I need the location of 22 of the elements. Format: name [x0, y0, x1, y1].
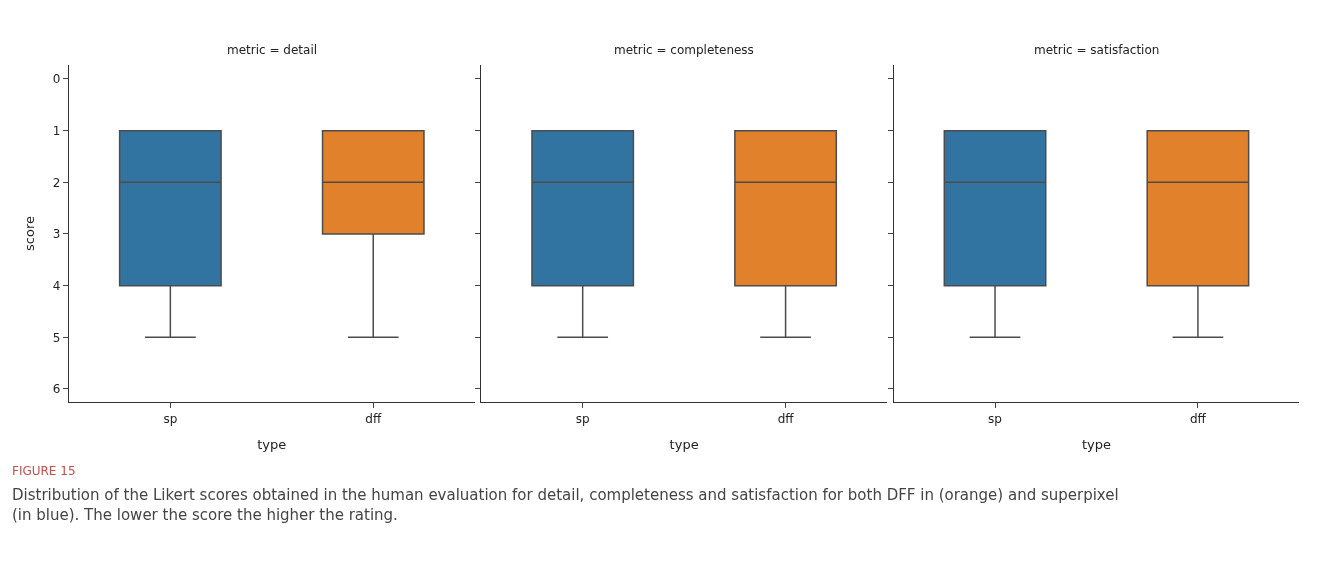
- y-tick-label: 5: [52, 330, 61, 345]
- y-axis-title: score: [21, 215, 37, 251]
- chart-title: metric = detail: [227, 43, 318, 57]
- y-tick-label: 3: [52, 227, 61, 242]
- x-tick-label: dff: [777, 411, 795, 426]
- x-tick-label: sp: [163, 411, 178, 426]
- caption: FIGURE 15: [12, 464, 76, 478]
- y-tick-label: 4: [52, 278, 61, 293]
- y-tick-label: 1: [52, 123, 61, 138]
- x-tick-label: sp: [575, 411, 590, 426]
- x-axis-title: type: [669, 437, 699, 453]
- x-tick-label: dff: [1189, 411, 1207, 426]
- x-axis-title: type: [1081, 437, 1111, 453]
- x-axis-title: type: [257, 437, 287, 453]
- x-tick-label: sp: [988, 411, 1002, 426]
- text: Distribution of the Likert scores obtained in the human evaluation for detail, completeness and satisfaction for both DFF in (orange) and superpixel (in blue). The lower the score the higher the rating.: [12, 486, 1119, 524]
- y-tick-label: 2: [52, 175, 61, 190]
- y-tick-label: 0: [52, 72, 61, 87]
- chart-title: metric = satisfaction: [1034, 43, 1160, 57]
- chart-title: metric = completeness: [614, 43, 754, 57]
- y-tick-label: 6: [52, 382, 61, 397]
- x-tick-label: dff: [365, 411, 382, 426]
